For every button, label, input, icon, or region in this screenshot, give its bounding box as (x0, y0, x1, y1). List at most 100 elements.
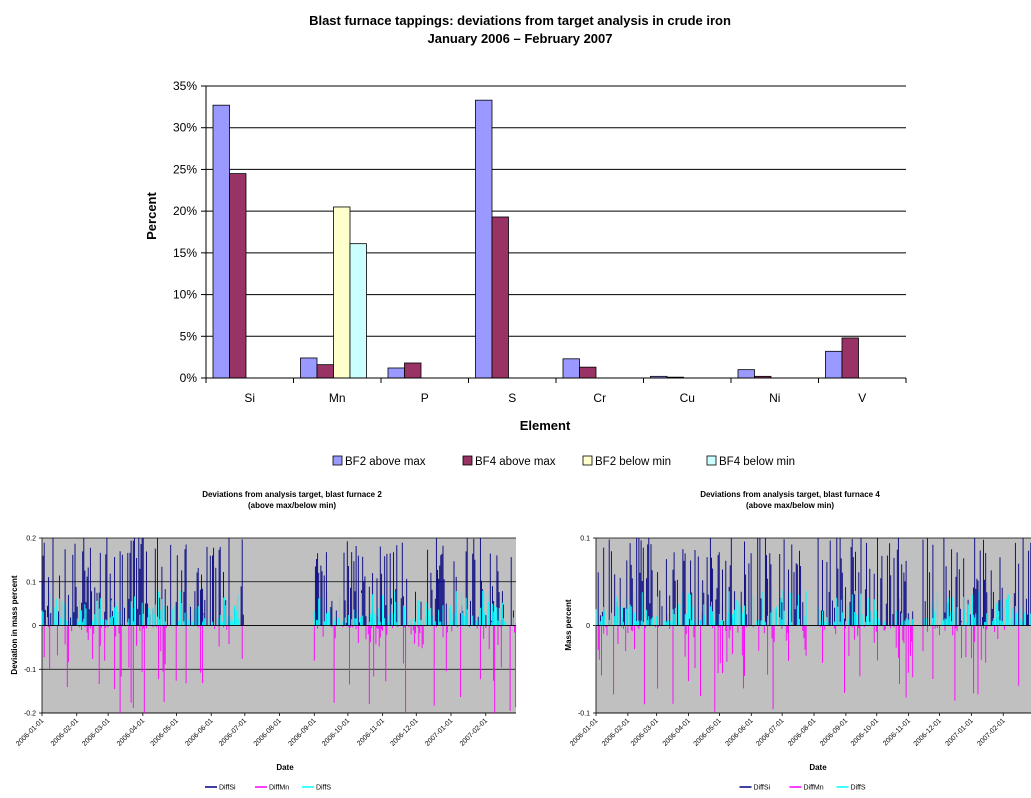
bar-bf4-below-min-mn (349, 243, 367, 379)
bar-y-tick-label: 5% (180, 329, 198, 343)
ts-y-tick-label: 0.2 (26, 536, 36, 543)
bf4-chart-title: Deviations from analysis target, blast f… (700, 490, 880, 499)
bar-x-tick-label: P (421, 391, 429, 405)
bar-chart: Blast furnace tappings: deviations from … (144, 13, 907, 468)
bar-bf4-above-max-si (229, 173, 247, 379)
bf2-chart-title: Deviations from analysis target, blast f… (202, 490, 382, 499)
ts-x-tick-label: 2006-01-01 (569, 717, 599, 747)
ts-y-tick-label: -0.1 (24, 667, 36, 674)
ts-legend-item: DiffMn (789, 785, 824, 792)
bar-bf2-above-max-p (387, 367, 405, 379)
bf4-y-tick-labels: -0.1 0 0.1 (578, 536, 590, 718)
bf4-x-axis-label: Date (809, 763, 827, 772)
bar-y-tick-label: 35% (173, 79, 197, 93)
bar-bf4-above-max-mn (316, 364, 334, 379)
ts-x-tick-label: 2006-10-01 (321, 717, 351, 747)
bar-chart-title: Blast furnace tappings: deviations from … (309, 13, 731, 28)
ts-legend-item: DiffSi (739, 785, 771, 792)
ts-legend-label: DiffMn (804, 785, 824, 792)
bar-x-axis-label: Element (520, 418, 571, 433)
ts-y-tick-label: 0 (586, 623, 590, 630)
bar-legend-swatch (332, 455, 343, 466)
bar-legend-swatch (462, 455, 473, 466)
ts-series-diffmn (43, 625, 517, 713)
ts-x-tick-label: 2006-03-01 (81, 717, 111, 747)
ts-x-tick-label: 2007-01-01 (424, 717, 454, 747)
ts-x-tick-label: 2007-01-01 (944, 717, 974, 747)
bar-bf4-above-max-p (404, 362, 422, 379)
bar-bf2-below-min-mn (333, 206, 351, 379)
bar-grid (201, 85, 906, 379)
ts-x-tick-label: 2006-06-01 (724, 717, 754, 747)
ts-legend-item: DiffS (836, 785, 866, 792)
ts-series-diffs (41, 590, 517, 626)
ts-series-diffmn (597, 625, 1020, 712)
bf2-series (41, 538, 517, 713)
bar-legend-item: BF2 below min (582, 455, 671, 468)
ts-x-tick-label: 2006-02-01 (601, 717, 631, 747)
ts-x-tick-label: 2006-10-01 (850, 717, 880, 747)
ts-x-tick-label: 2006-07-01 (755, 717, 785, 747)
ts-x-tick-label: 2006-08-01 (787, 717, 817, 747)
bar-bf4-above-max-v (841, 337, 859, 379)
bf2-y-axis-label: Deviation in mass percent (10, 575, 19, 674)
bf4-chart: Deviations from analysis target, blast f… (564, 490, 1031, 792)
bf4-chart-subtitle: (above max/below min) (746, 501, 834, 510)
ts-x-tick-label: 2006-09-01 (819, 717, 849, 747)
bf2-chart: Deviations from analysis target, blast f… (10, 490, 517, 792)
ts-x-tick-label: 2006-06-01 (184, 717, 214, 747)
bf4-series (595, 538, 1031, 712)
bar-x-tick-label: Mn (329, 391, 346, 405)
ts-x-tick-label: 2006-04-01 (662, 717, 692, 747)
bar-legend-label: BF2 below min (595, 456, 671, 468)
ts-x-tick-label: 2006-11-01 (356, 717, 386, 747)
bar-legend-swatch (706, 455, 717, 466)
ts-legend-label: DiffS (851, 785, 866, 792)
ts-x-tick-label: 2006-09-01 (287, 717, 317, 747)
ts-legend-label: DiffSi (219, 785, 236, 792)
bar-bf2-above-max-s (475, 99, 493, 379)
bar-legend-label: BF2 above max (345, 456, 426, 468)
bar-x-tick-label: Si (244, 391, 255, 405)
ts-x-tick-label: 2006-03-01 (630, 717, 660, 747)
bar-bf2-above-max-cr (562, 358, 580, 379)
ts-series-diffs (595, 590, 1031, 626)
bar-y-tick-label: 30% (173, 121, 197, 135)
bf4-y-axis-label: Mass percent (564, 599, 573, 650)
bar-legend-item: BF4 below min (706, 455, 795, 468)
ts-y-tick-label: 0 (32, 623, 36, 630)
bf2-x-tick-labels: 2006-01-01 2006-02-01 2006-03-01 2006-04-01… (15, 717, 489, 747)
bar-axes (205, 86, 907, 383)
bar-legend-item: BF4 above max (462, 455, 556, 468)
bar-y-axis-label: Percent (144, 191, 159, 239)
bar-bf2-above-max-v (825, 350, 843, 379)
bar-y-tick-label: 20% (173, 204, 197, 218)
bf2-y-tick-labels: -0.2 -0.1 0 0.1 0.2 (24, 536, 36, 718)
bf2-x-axis-label: Date (276, 763, 294, 772)
ts-legend-label: DiffS (316, 785, 331, 792)
ts-x-tick-label: 2006-05-01 (150, 717, 180, 747)
ts-legend-item: DiffS (302, 785, 331, 792)
ts-x-tick-label: 2006-12-01 (389, 717, 419, 747)
ts-x-tick-label: 2006-07-01 (218, 717, 248, 747)
ts-legend-item: DiffSi (205, 785, 236, 792)
ts-y-tick-label: 0.1 (580, 536, 590, 543)
bar-y-tick-label: 10% (173, 288, 197, 302)
bar-bf4-above-max-cr (579, 366, 597, 379)
bar-legend-label: BF4 above max (475, 456, 556, 468)
bf4-legend: DiffSi DiffMn DiffS (739, 785, 866, 792)
ts-x-tick-label: 2006-08-01 (253, 717, 283, 747)
bar-x-tick-label: Cu (680, 391, 695, 405)
ts-x-tick-label: 2006-05-01 (693, 717, 723, 747)
ts-x-tick-label: 2006-11-01 (882, 717, 912, 747)
ts-y-tick-label: -0.1 (578, 711, 590, 718)
bar-legend-swatch (582, 455, 593, 466)
bar-legend-item: BF2 above max (332, 455, 426, 468)
bar-y-tick-label: 25% (173, 162, 197, 176)
bar-bf4-above-max-s (491, 216, 509, 379)
bar-y-tick-labels: 0% 5% 10% 15% 20% 25% 30% 35% (173, 79, 197, 385)
ts-x-tick-label: 2006-12-01 (913, 717, 943, 747)
